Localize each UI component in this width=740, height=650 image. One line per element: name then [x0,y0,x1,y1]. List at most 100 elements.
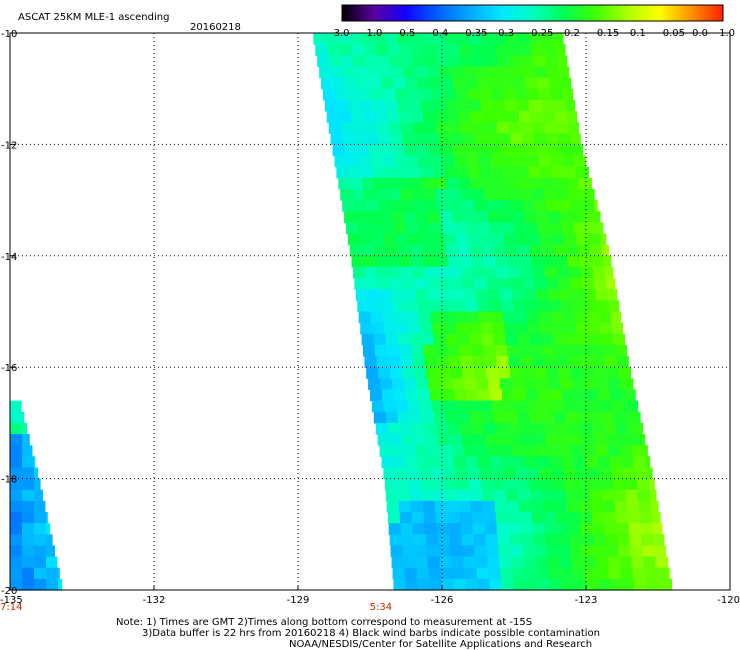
heatmap-cell [477,456,491,468]
heatmap-cell [486,133,500,145]
heatmap-cell [427,289,441,301]
heatmap-cell [431,233,445,246]
heatmap-cell [627,512,641,524]
heatmap-cell [458,177,471,190]
heatmap-cell [615,512,629,524]
heatmap-cell [461,534,475,546]
heatmap-cell [558,545,572,558]
heatmap-cell [502,311,516,324]
heatmap-cell [395,400,409,413]
heatmap-cell [411,44,424,56]
heatmap-cell [589,411,603,424]
heatmap-cell [511,556,525,569]
heatmap-cell [418,155,432,168]
heatmap-cell [555,44,566,56]
heatmap-cell [535,445,549,457]
heatmap-cell [354,133,368,145]
heatmap-cell [408,166,421,179]
heatmap-cell [556,189,569,201]
heatmap-cell [544,122,558,134]
heatmap-cell [597,578,611,591]
heatmap-cell [397,411,411,424]
heatmap-cell [22,545,35,558]
heatmap-cell [414,545,428,558]
heatmap-cell [22,523,35,535]
heatmap-cell [551,233,565,246]
heatmap-cell [459,422,473,435]
heatmap-cell [572,378,585,390]
heatmap-cell [619,556,633,569]
heatmap-cell [436,189,449,201]
heatmap-cell [368,144,382,157]
heatmap-cell [605,266,614,279]
heatmap-cell [428,567,442,580]
heatmap-cell [452,144,466,157]
heatmap-cell [404,144,418,157]
heatmap-cell [567,344,580,357]
heatmap-cell [560,567,574,580]
heatmap-cell [433,333,447,346]
heatmap-cell [443,400,457,413]
heatmap-cell [637,489,651,502]
heatmap-cell [524,211,537,223]
heatmap-cell [324,99,338,112]
heatmap-cell [474,200,487,212]
heatmap-cell [526,389,539,402]
heatmap-cell [462,133,476,145]
heatmap-cell [395,233,409,246]
heatmap-cell [456,322,469,335]
heatmap-cell [635,467,648,480]
heatmap-cell [467,467,480,480]
heatmap-cell [568,122,579,134]
heatmap-cell [581,534,595,546]
heatmap-cell [609,578,623,591]
heatmap-cell [547,445,561,457]
heatmap-cell [522,133,536,145]
heatmap-cell [472,122,486,134]
heatmap-cell [394,389,407,402]
heatmap-cell [409,33,422,45]
heatmap-cell [612,478,626,491]
heatmap-cell [429,300,442,313]
heatmap-cell [557,434,571,446]
heatmap-cell [348,99,362,112]
heatmap-cell [357,300,370,313]
heatmap-cell [449,534,463,546]
heatmap-cell [507,255,521,268]
heatmap-cell [421,33,434,45]
heatmap-cell [621,578,635,591]
heatmap-cell [491,233,505,246]
heatmap-cell [472,523,486,535]
heatmap-cell [376,122,390,134]
heatmap-cell [325,33,338,45]
heatmap-cell [22,445,33,457]
heatmap-cell [578,177,591,190]
heatmap-cell [576,478,590,491]
heatmap-cell [10,489,23,502]
heatmap-cell [466,389,479,402]
colorbar-tick-label: -0.4 [429,28,449,39]
heatmap-cell [491,400,505,413]
heatmap-cell [535,66,548,79]
heatmap-cell [22,478,35,491]
note-line-1: Note: 1) Times are GMT 2)Times along bot… [116,617,532,628]
heatmap-cell [564,478,578,491]
heatmap-cell [457,489,471,502]
heatmap-cell [485,55,498,67]
heatmap-cell [503,467,516,480]
heatmap-cell [601,333,615,346]
heatmap-cell [438,545,452,558]
heatmap-cell [610,389,623,402]
heatmap-cell [546,278,559,290]
heatmap-cell [523,289,537,301]
heatmap-cell [390,200,403,212]
heatmap-cell [396,166,409,179]
heatmap-cell [393,300,406,313]
heatmap-cell [433,489,447,502]
heatmap-cell [449,434,463,446]
heatmap-cell [346,222,359,235]
heatmap-cell [544,356,558,368]
heatmap-cell [577,244,591,257]
heatmap-cell [530,177,543,190]
heatmap-cell [420,322,433,335]
